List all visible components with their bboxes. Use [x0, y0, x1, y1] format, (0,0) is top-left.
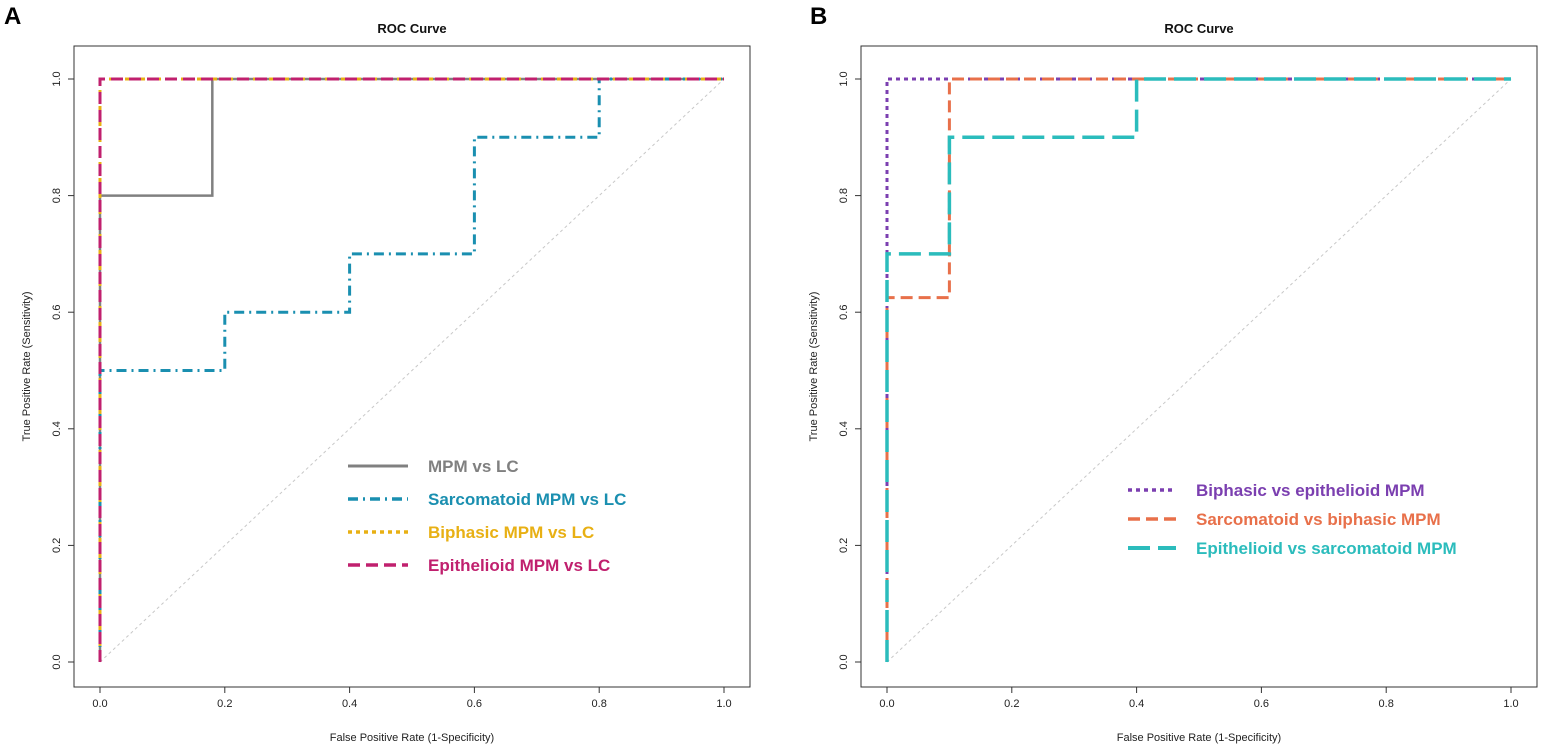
- panel-b-plot-frame: [860, 45, 1538, 688]
- panel-a-title: ROC Curve: [377, 21, 446, 36]
- panel-a-y-tick-label: 0.6: [51, 305, 63, 320]
- panel-b-x-tick-label: 0.2: [1004, 698, 1019, 710]
- panel-a-y-tick-label: 0.4: [51, 421, 63, 436]
- panel-a-letter: A: [4, 3, 21, 30]
- panel-a-diagonal-reference-line: [99, 78, 725, 663]
- panel-a-legend-label-1: MPM vs LC: [428, 457, 519, 476]
- panel-a-x-tick-label: 0.6: [467, 698, 482, 710]
- panel-b-title: ROC Curve: [1164, 21, 1233, 36]
- panel-b-x-axis-label: False Positive Rate (1-Specificity): [1117, 732, 1281, 744]
- panel-b-letter: B: [810, 3, 827, 30]
- panel-b-legend: Biphasic vs epithelioid MPM Sarcomatoid v…: [1128, 481, 1457, 558]
- panel-b-x-tick-label: 0.0: [879, 698, 894, 710]
- panel-a-y-axis-label: True Positive Rate (Sensitivity): [21, 292, 33, 442]
- panel-a-series-line-3: [98, 77, 724, 662]
- panel-a-x-tick-label: 0.0: [92, 698, 107, 710]
- panel-a-plot-frame: [73, 45, 751, 688]
- panel-b-x-tick-label: 0.6: [1254, 698, 1269, 710]
- panel-b-diagonal-reference-line: [886, 78, 1512, 663]
- panel-a-legend-label-3: Biphasic MPM vs LC: [428, 523, 594, 542]
- panel-a-x-tick-label: 0.2: [217, 698, 232, 710]
- panel-b-y-tick-label: 1.0: [838, 71, 850, 86]
- panel-b: B ROC Curve 0.0 0.2 0.4 0.6 0.8 1.0 0.0 0.2 0.4 0.6…: [808, 3, 1538, 744]
- panel-a: A ROC Curve 0.0 0.2 0.4 0.6 0.8 1.0 0.0 0.2 0.4 0.6…: [4, 3, 751, 744]
- panel-a-series-line-2: [98, 77, 724, 662]
- panel-a-x-tick-label: 0.8: [592, 698, 607, 710]
- panel-b-legend-label-3: Epithelioid vs sarcomatoid MPM: [1196, 539, 1457, 558]
- panel-a-x-tick-label: 1.0: [716, 698, 731, 710]
- panel-b-y-tick-label: 0.4: [838, 421, 850, 436]
- panel-a-x-axis-label: False Positive Rate (1-Specificity): [330, 732, 494, 744]
- panel-b-series-line-3: [885, 77, 1511, 662]
- panel-b-y-tick-label: 0.0: [838, 654, 850, 669]
- panel-b-y-tick-label: 0.8: [838, 188, 850, 203]
- panel-a-y-tick-label: 1.0: [51, 71, 63, 86]
- panel-b-legend-label-1: Biphasic vs epithelioid MPM: [1196, 481, 1425, 500]
- panel-b-x-tick-label: 0.8: [1379, 698, 1394, 710]
- panel-b-legend-label-2: Sarcomatoid vs biphasic MPM: [1196, 510, 1441, 529]
- panel-a-y-tick-label: 0.0: [51, 654, 63, 669]
- panel-a-legend-label-2: Sarcomatoid MPM vs LC: [428, 490, 626, 509]
- panel-a-x-tick-label: 0.4: [342, 698, 357, 710]
- panel-b-x-tick-label: 0.4: [1129, 698, 1144, 710]
- panel-b-y-tick-label: 0.2: [838, 538, 850, 553]
- panel-a-y-tick-label: 0.8: [51, 188, 63, 203]
- panel-a-y-tick-label: 0.2: [51, 538, 63, 553]
- panel-b-y-tick-label: 0.6: [838, 305, 850, 320]
- panel-a-legend: MPM vs LC Sarcomatoid MPM vs LC Biphasic M…: [348, 457, 626, 575]
- panel-a-series-line-4: [98, 77, 724, 662]
- panel-a-legend-label-4: Epithelioid MPM vs LC: [428, 556, 610, 575]
- panel-b-y-axis-label: True Positive Rate (Sensitivity): [808, 292, 820, 442]
- panel-b-x-tick-label: 1.0: [1503, 698, 1518, 710]
